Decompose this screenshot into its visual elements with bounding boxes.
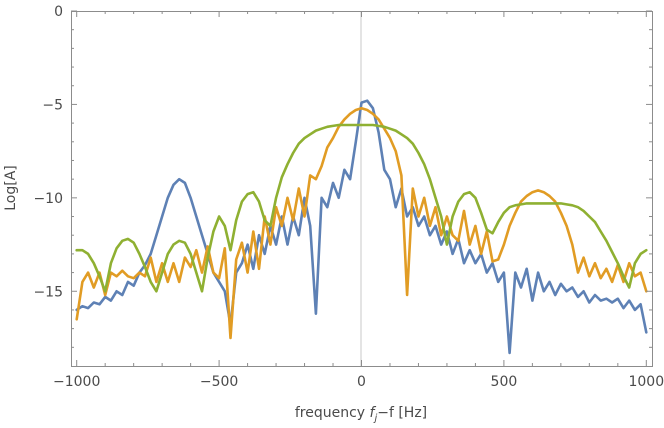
x-tick-label: −500: [200, 374, 238, 390]
y-tick-label: −10: [33, 191, 63, 207]
x-tick-label: 1000: [628, 374, 664, 390]
series-layer: [75, 99, 648, 355]
x-tick-label: 0: [357, 374, 366, 390]
series-line-3: [75, 123, 648, 293]
y-tick-label: −15: [33, 284, 63, 300]
y-tick-label: 0: [54, 4, 63, 20]
axis-ticks: −1000 −500 0 500 1000 0 −5 −10 −15: [33, 4, 664, 390]
y-axis-title: Log[A]: [3, 165, 19, 211]
x-tick-label: −1000: [53, 374, 100, 390]
series-line-1: [75, 99, 648, 355]
y-tick-label: −5: [42, 97, 63, 113]
series-line-2: [75, 106, 648, 340]
x-axis-title: frequency fj−f [Hz]: [295, 405, 427, 424]
x-tick-label: 500: [491, 374, 518, 390]
plot-frame: [71, 11, 653, 367]
